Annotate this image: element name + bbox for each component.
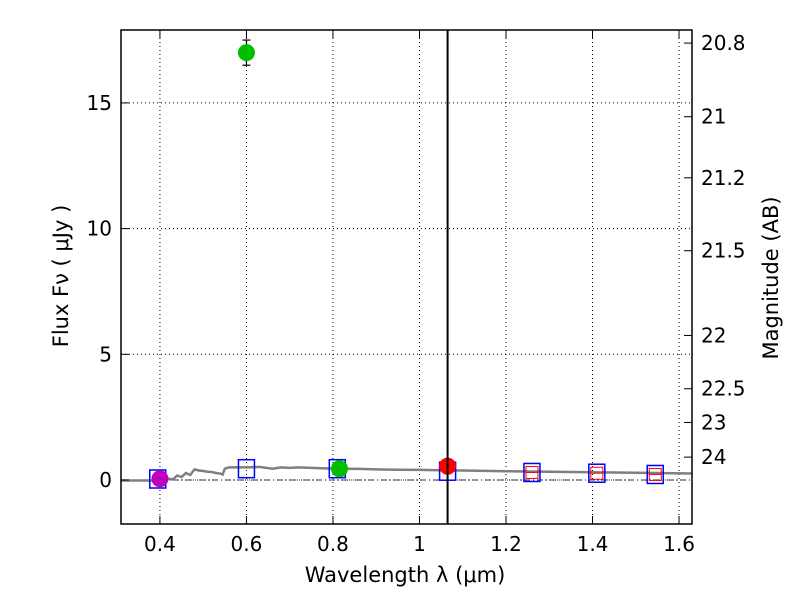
observed-photometry-points: [151, 39, 457, 488]
upper-limit-markers: [525, 465, 662, 481]
x-tick-label: 0.8: [317, 532, 349, 556]
model-square: [646, 464, 664, 485]
observed-point: [151, 470, 169, 488]
right-tick-label: 22.5: [701, 377, 746, 401]
right-tick-label: 21.2: [701, 166, 746, 190]
right-tick-label: 23: [701, 410, 726, 434]
x-tick-label: 0.6: [231, 532, 263, 556]
y-tick-label: 10: [87, 217, 112, 241]
right-tick-label: 21: [701, 105, 726, 129]
y-tick-label: 0: [99, 468, 112, 492]
right-tick-label: 21.5: [701, 239, 746, 263]
model-square: [523, 462, 541, 483]
x-axis-ticks: 0.4 0.6 0.8 1 1.2 1.4 1.6: [144, 30, 695, 556]
y-axis-ticks: 0 5 10 15: [87, 91, 129, 492]
right-axis-label: Magnitude (AB): [759, 196, 783, 359]
right-tick-label: 22: [701, 323, 726, 347]
y-tick-label: 15: [87, 91, 112, 115]
y-axis-label: Flux Fν ( μJy ): [49, 205, 73, 348]
x-tick-label: 0.4: [144, 532, 176, 556]
grid-lines: [121, 30, 692, 524]
x-tick-label: 1.4: [577, 532, 609, 556]
x-tick-label: 1: [413, 532, 426, 556]
y-tick-label: 5: [99, 342, 112, 366]
model-square: [237, 458, 256, 479]
observed-point: [237, 44, 255, 62]
right-axis-ticks: 20.8 21 21.2 21.5 22 22.5 23 24: [684, 31, 746, 469]
plot-frame: [120, 29, 693, 525]
model-spectrum: [121, 465, 693, 482]
model-spectrum-line: [121, 465, 693, 482]
x-tick-label: 1.2: [490, 532, 522, 556]
x-tick-label: 1.6: [663, 532, 695, 556]
model-square: [588, 463, 606, 483]
right-tick-label: 20.8: [701, 31, 746, 55]
x-axis-label: Wavelength λ (μm): [305, 563, 506, 587]
model-photometry-squares: [149, 458, 664, 489]
observed-point: [330, 460, 348, 478]
right-tick-label: 24: [701, 445, 726, 469]
